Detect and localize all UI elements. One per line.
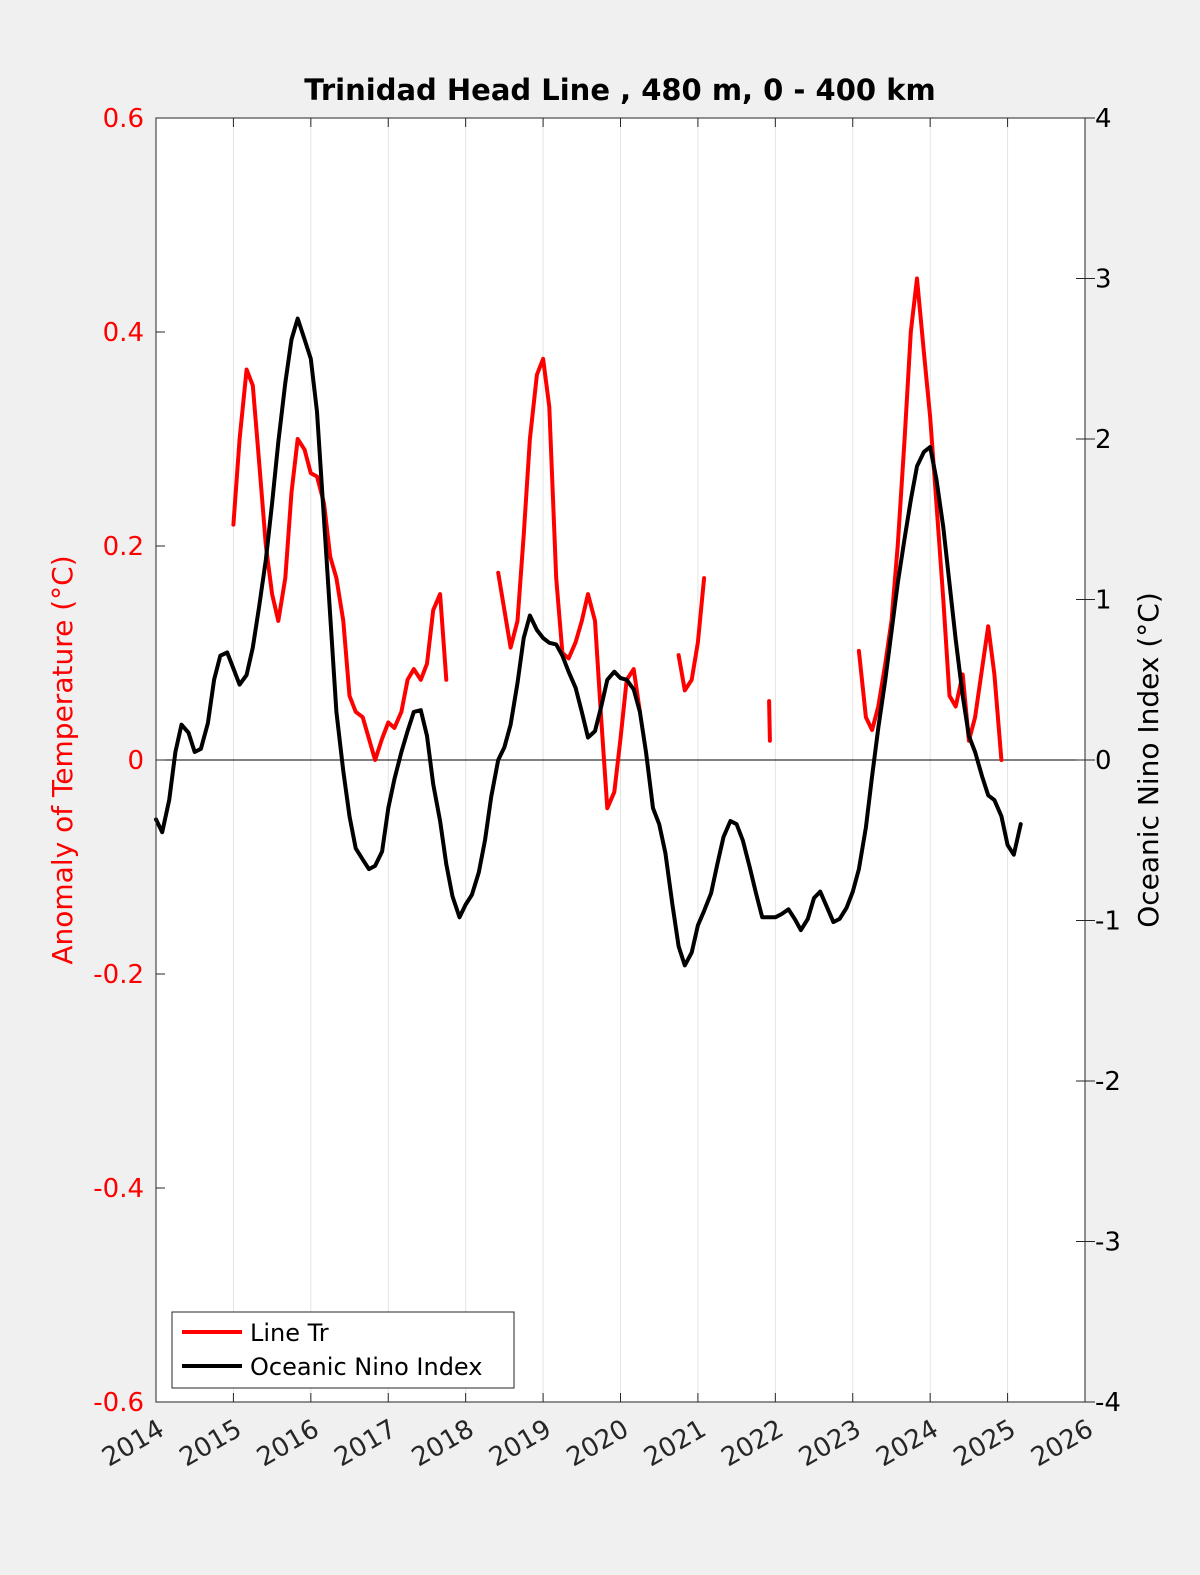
right-y-tick-label: 2 xyxy=(1095,425,1112,455)
left-y-tick-label: 0.6 xyxy=(103,104,144,134)
x-tick-label: 2021 xyxy=(639,1414,711,1473)
left-y-axis-ticks: -0.6 -0.4 -0.2 0 0.2 0.4 0.6 xyxy=(93,104,165,1418)
right-y-tick-label: -4 xyxy=(1095,1388,1121,1418)
x-tick-label: 2016 xyxy=(252,1414,324,1473)
x-tick-label: 2022 xyxy=(717,1414,789,1473)
x-tick-label: 2017 xyxy=(329,1414,401,1473)
left-y-tick-label: -0.2 xyxy=(93,960,144,990)
right-y-axis-ticks: -4 -3 -2 -1 0 1 2 3 4 xyxy=(1076,104,1121,1418)
series-line-tr-segment-0 xyxy=(231,367,449,762)
legend-label-line-tr: Line Tr xyxy=(250,1319,329,1347)
right-y-tick-label: 0 xyxy=(1095,746,1112,776)
left-y-tick-label: 0.4 xyxy=(103,318,144,348)
x-tick-label: 2020 xyxy=(562,1414,634,1473)
legend-label-oni: Oceanic Nino Index xyxy=(250,1353,482,1381)
left-y-axis-label: Anomaly of Temperature (°C) xyxy=(46,555,79,964)
x-tick-label: 2014 xyxy=(97,1414,169,1473)
x-tick-label: 2015 xyxy=(175,1414,247,1473)
legend: Line Tr Oceanic Nino Index xyxy=(171,1311,515,1389)
left-y-tick-label: -0.6 xyxy=(93,1388,144,1418)
left-y-tick-label: -0.4 xyxy=(93,1174,144,1204)
left-y-tick-label: 0 xyxy=(127,746,144,776)
right-y-tick-label: -3 xyxy=(1095,1228,1121,1258)
right-y-tick-label: 1 xyxy=(1095,586,1112,616)
x-tick-label: 2023 xyxy=(794,1414,866,1473)
series-layer xyxy=(154,276,1023,968)
series-oni-segment-0 xyxy=(154,316,1023,968)
x-tick-label: 2024 xyxy=(871,1414,943,1473)
series-line-tr-segment-4 xyxy=(856,276,1004,762)
x-tick-label: 2025 xyxy=(949,1414,1021,1473)
series-line-tr-segment-1 xyxy=(496,356,642,811)
series-line-tr-segment-2 xyxy=(676,576,707,693)
right-y-tick-label: 3 xyxy=(1095,265,1112,295)
right-y-tick-label: 4 xyxy=(1095,104,1112,134)
series-line-tr-segment-3 xyxy=(767,699,772,743)
x-tick-label: 2018 xyxy=(407,1414,479,1473)
left-y-tick-label: 0.2 xyxy=(103,532,144,562)
right-y-tick-label: -2 xyxy=(1095,1067,1121,1097)
right-y-tick-label: -1 xyxy=(1095,907,1121,937)
x-tick-label: 2026 xyxy=(1026,1414,1098,1473)
x-tick-label: 2019 xyxy=(484,1414,556,1473)
right-y-axis-label: Oceanic Nino Index (°C) xyxy=(1132,592,1165,928)
chart-title: Trinidad Head Line , 480 m, 0 - 400 km xyxy=(304,73,935,107)
legend-box xyxy=(171,1311,515,1389)
